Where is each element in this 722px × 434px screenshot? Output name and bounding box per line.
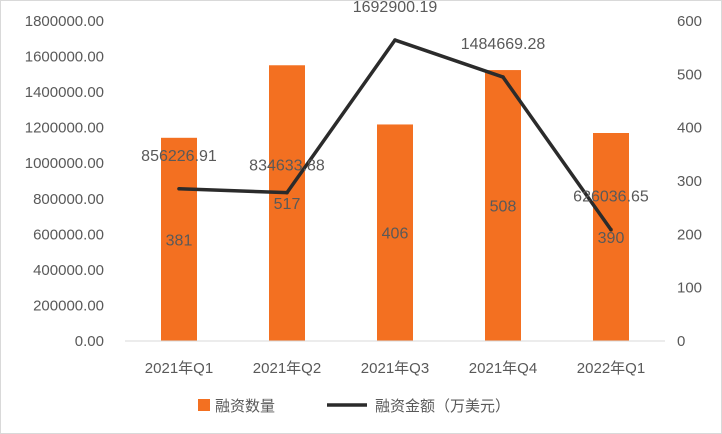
left-axis-tick-label: 200000.00	[33, 297, 104, 314]
bar-data-label: 517	[274, 196, 301, 213]
line-series	[177, 38, 613, 232]
right-axis-tick-label: 200	[677, 226, 702, 243]
left-axis-tick-label: 400000.00	[33, 262, 104, 279]
left-axis-tick-label: 600000.00	[33, 226, 104, 243]
left-axis-tick-label: 800000.00	[33, 191, 104, 208]
line-data-labels: 856226.91 834633.88 1692900.19 1484669.28 62…	[141, 1, 649, 206]
x-axis-category-label: 2021年Q2	[253, 360, 321, 377]
x-axis-category-label: 2021年Q3	[361, 360, 429, 377]
x-axis-category-label: 2021年Q1	[145, 360, 213, 377]
x-axis-category-label: 2022年Q1	[577, 360, 645, 377]
line-data-label: 834633.88	[249, 158, 325, 175]
legend-bar-label: 融资数量	[215, 398, 275, 415]
line-point	[609, 227, 613, 232]
x-axis-categories: 2021年Q1 2021年Q2 2021年Q3 2021年Q4 2022年Q1	[145, 360, 645, 377]
line-point	[501, 75, 505, 79]
left-axis-tick-label: 1800000.00	[25, 13, 104, 30]
right-axis-tick-label: 100	[677, 280, 702, 297]
right-axis-tick-label: 600	[677, 13, 702, 30]
bar	[269, 65, 305, 342]
bar	[161, 137, 197, 341]
line-data-label: 856226.91	[141, 148, 217, 165]
left-axis-tick-label: 0.00	[75, 333, 104, 350]
line-data-label: 1484669.28	[461, 36, 546, 53]
bar-series	[161, 65, 629, 342]
left-axis-tick-label: 1000000.00	[25, 155, 104, 172]
legend: 融资数量 融资金额（万美元）	[198, 398, 510, 415]
right-axis-tick-label: 400	[677, 120, 702, 137]
right-axis-tick-label: 300	[677, 173, 702, 190]
bar-data-label: 406	[382, 226, 409, 243]
right-axis-tick-label: 0	[677, 333, 685, 350]
line-point	[285, 190, 289, 195]
bar	[593, 133, 629, 341]
line-point	[393, 38, 397, 42]
bar	[485, 70, 521, 342]
legend-line-label: 融资金额（万美元）	[375, 398, 510, 415]
line-data-label: 1692900.19	[353, 1, 438, 16]
line-point	[177, 186, 181, 191]
x-axis-category-label: 2021年Q4	[469, 360, 537, 377]
bar-data-label: 508	[490, 199, 517, 216]
left-axis-ticks: 0.00 200000.00 400000.00 600000.00 800000.00…	[25, 13, 104, 350]
bar	[377, 124, 413, 341]
line-data-label: 626036.65	[573, 189, 649, 206]
left-axis-tick-label: 1600000.00	[25, 49, 104, 66]
bar-data-label: 390	[598, 230, 625, 247]
left-axis-tick-label: 1400000.00	[25, 84, 104, 101]
left-axis-tick-label: 1200000.00	[25, 120, 104, 137]
right-axis-ticks: 0 100 200 300 400 500 600	[677, 13, 702, 350]
right-axis-tick-label: 500	[677, 66, 702, 83]
bar-data-labels: 381 517 406 508 390	[166, 196, 625, 249]
bar-data-label: 381	[166, 232, 193, 249]
legend-bar-swatch	[198, 399, 210, 411]
